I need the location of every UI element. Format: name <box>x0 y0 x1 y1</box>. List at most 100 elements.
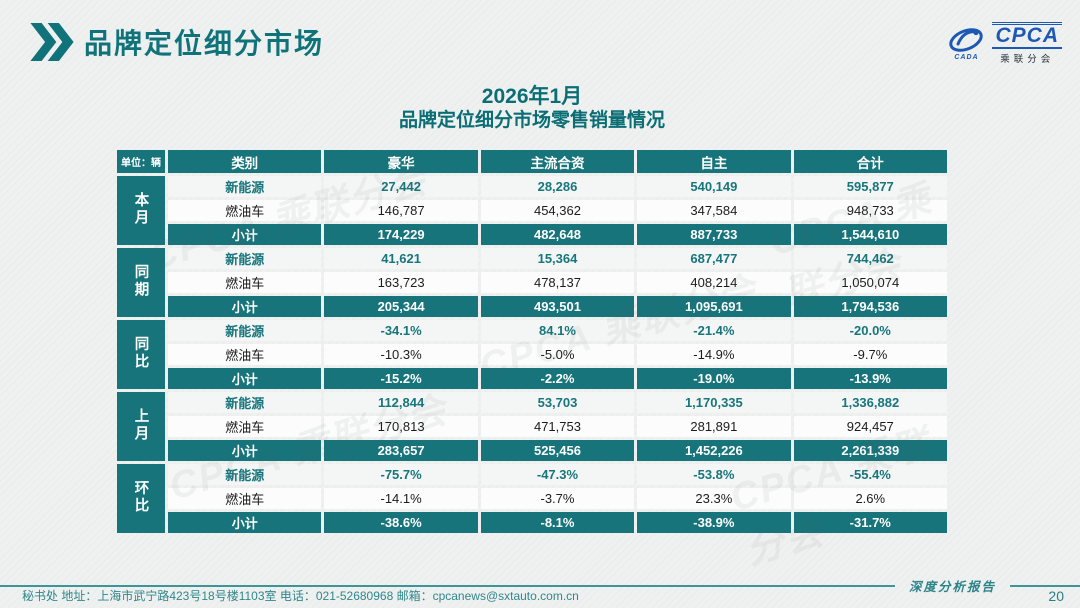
cell: 1,544,610 <box>793 224 947 245</box>
table-row: 小计 283,657 525,456 1,452,226 2,261,339 <box>117 440 947 461</box>
table-row: 同比 新能源 -34.1% 84.1% -21.4% -20.0% <box>117 320 947 389</box>
cell: 525,456 <box>480 440 635 461</box>
table-row: 燃油车 163,723 478,137 408,214 1,050,074 <box>117 272 947 293</box>
row-label: 燃油车 <box>168 416 322 437</box>
cell: 84.1% <box>480 320 635 341</box>
table-row: 燃油车 -10.3% -5.0% -14.9% -9.7% <box>117 344 947 365</box>
cell: 948,733 <box>793 200 947 221</box>
cell: 205,344 <box>324 296 478 317</box>
cell: 28,286 <box>480 176 635 197</box>
slide-header: 品牌定位细分市场 <box>30 22 324 62</box>
row-group-label: 同比 <box>117 320 165 389</box>
table-row: 环比 新能源 -75.7% -47.3% -53.8% -55.4% <box>117 464 947 533</box>
row-label: 新能源 <box>168 464 322 485</box>
table-row: 上月 新能源 112,844 53,703 1,170,335 1,336,88… <box>117 392 947 461</box>
cell: 41,621 <box>324 248 478 269</box>
cpca-label: CPCA <box>992 22 1062 50</box>
cell: -47.3% <box>480 464 635 485</box>
row-label: 燃油车 <box>168 344 322 365</box>
footer-divider: 深度分析报告 <box>0 576 1080 595</box>
cell: 887,733 <box>637 224 791 245</box>
cell: -9.7% <box>793 344 947 365</box>
row-label: 小计 <box>168 368 322 389</box>
cell: 540,149 <box>637 176 791 197</box>
cell: 146,787 <box>324 200 478 221</box>
cell: 174,229 <box>324 224 478 245</box>
table-row: 小计 205,344 493,501 1,095,691 1,794,536 <box>117 296 947 317</box>
cell: 1,336,882 <box>793 392 947 413</box>
cell: 347,584 <box>637 200 791 221</box>
row-label: 燃油车 <box>168 488 322 509</box>
group-current-month: 本月 新能源 27,442 28,286 540,149 595,877 燃油车… <box>117 176 947 245</box>
row-label: 小计 <box>168 440 322 461</box>
cell: 27,442 <box>324 176 478 197</box>
cpca-logo-mark: CADA <box>946 26 986 61</box>
row-label: 小计 <box>168 296 322 317</box>
page-title: 品牌定位细分市场 <box>84 28 325 59</box>
row-label: 小计 <box>168 224 322 245</box>
cell: 482,648 <box>480 224 635 245</box>
cell: 281,891 <box>637 416 791 437</box>
group-last-month: 上月 新能源 112,844 53,703 1,170,335 1,336,88… <box>117 392 947 461</box>
col-header-mainstream-jv: 主流合资 <box>480 150 635 173</box>
table-row: 小计 -15.2% -2.2% -19.0% -13.9% <box>117 368 947 389</box>
page-number: 20 <box>1048 588 1064 604</box>
table-header-row: 单位：辆 类别 豪华 主流合资 自主 合计 <box>117 150 947 173</box>
cell: 1,050,074 <box>793 272 947 293</box>
cell: -15.2% <box>324 368 478 389</box>
cell: 687,477 <box>637 248 791 269</box>
cpca-subtitle: 乘联分会 <box>1000 54 1055 66</box>
cell: 2.6% <box>793 488 947 509</box>
cell: 112,844 <box>324 392 478 413</box>
group-mom: 环比 新能源 -75.7% -47.3% -53.8% -55.4% 燃油车 -… <box>117 464 947 533</box>
row-group-label: 本月 <box>117 176 165 245</box>
cell: 23.3% <box>637 488 791 509</box>
group-yoy: 同比 新能源 -34.1% 84.1% -21.4% -20.0% 燃油车 -1… <box>117 320 947 389</box>
divider-line <box>1010 584 1080 587</box>
cell: 493,501 <box>480 296 635 317</box>
footer-contact: 秘书处 地址：上海市武宁路423号18号楼1103室 电话：021-526809… <box>22 589 579 603</box>
swirl-icon <box>949 28 984 52</box>
col-header-luxury: 豪华 <box>324 150 478 173</box>
cell: 595,877 <box>793 176 947 197</box>
cell: -38.6% <box>324 512 478 533</box>
cell: 2,261,339 <box>793 440 947 461</box>
table-row: 同期 新能源 41,621 15,364 687,477 744,462 <box>117 248 947 317</box>
table-title-line2: 品牌定位细分市场零售销量情况 <box>398 110 665 132</box>
cell: -8.1% <box>480 512 635 533</box>
cell: -34.1% <box>324 320 478 341</box>
cell: 170,813 <box>324 416 478 437</box>
cada-label: CADA <box>954 54 979 62</box>
cell: 408,214 <box>637 272 791 293</box>
report-label: 深度分析报告 <box>908 580 996 594</box>
cell: 163,723 <box>324 272 478 293</box>
group-same-period: 同期 新能源 41,621 15,364 687,477 744,462 燃油车… <box>117 248 947 317</box>
cell: -21.4% <box>637 320 791 341</box>
col-header-category: 类别 <box>168 150 322 173</box>
row-group-label: 上月 <box>117 392 165 461</box>
cpca-logo: CADA CPCA 乘联分会 <box>946 22 1062 65</box>
cell: -10.3% <box>324 344 478 365</box>
cell: -19.0% <box>637 368 791 389</box>
table-row: 小计 174,229 482,648 887,733 1,544,610 <box>117 224 947 245</box>
cell: -14.9% <box>637 344 791 365</box>
cell: -53.8% <box>637 464 791 485</box>
cell: -13.9% <box>793 368 947 389</box>
cell: 1,095,691 <box>637 296 791 317</box>
cell: -5.0% <box>480 344 635 365</box>
row-group-label: 环比 <box>117 464 165 533</box>
table-row: 燃油车 -14.1% -3.7% 23.3% 2.6% <box>117 488 947 509</box>
row-label: 新能源 <box>168 392 322 413</box>
cell: 1,170,335 <box>637 392 791 413</box>
cell: 454,362 <box>480 200 635 221</box>
sales-table-wrap: CPCA 乘联分会 CPCA 乘联分会 CPCA 乘联分会 CPCA 乘联分会 … <box>114 147 950 573</box>
table-title-line1: 2026年1月 <box>481 85 583 108</box>
cell: 478,137 <box>480 272 635 293</box>
table-row: 本月 新能源 27,442 28,286 540,149 595,877 <box>117 176 947 245</box>
table-row: 燃油车 170,813 471,753 281,891 924,457 <box>117 416 947 437</box>
row-label: 新能源 <box>168 176 322 197</box>
cell: -2.2% <box>480 368 635 389</box>
cell: -75.7% <box>324 464 478 485</box>
sales-table: 单位：辆 类别 豪华 主流合资 自主 合计 本月 新能源 27,442 28,2… <box>114 147 950 536</box>
table-title: 2026年1月 品牌定位细分市场零售销量情况 <box>114 84 950 134</box>
